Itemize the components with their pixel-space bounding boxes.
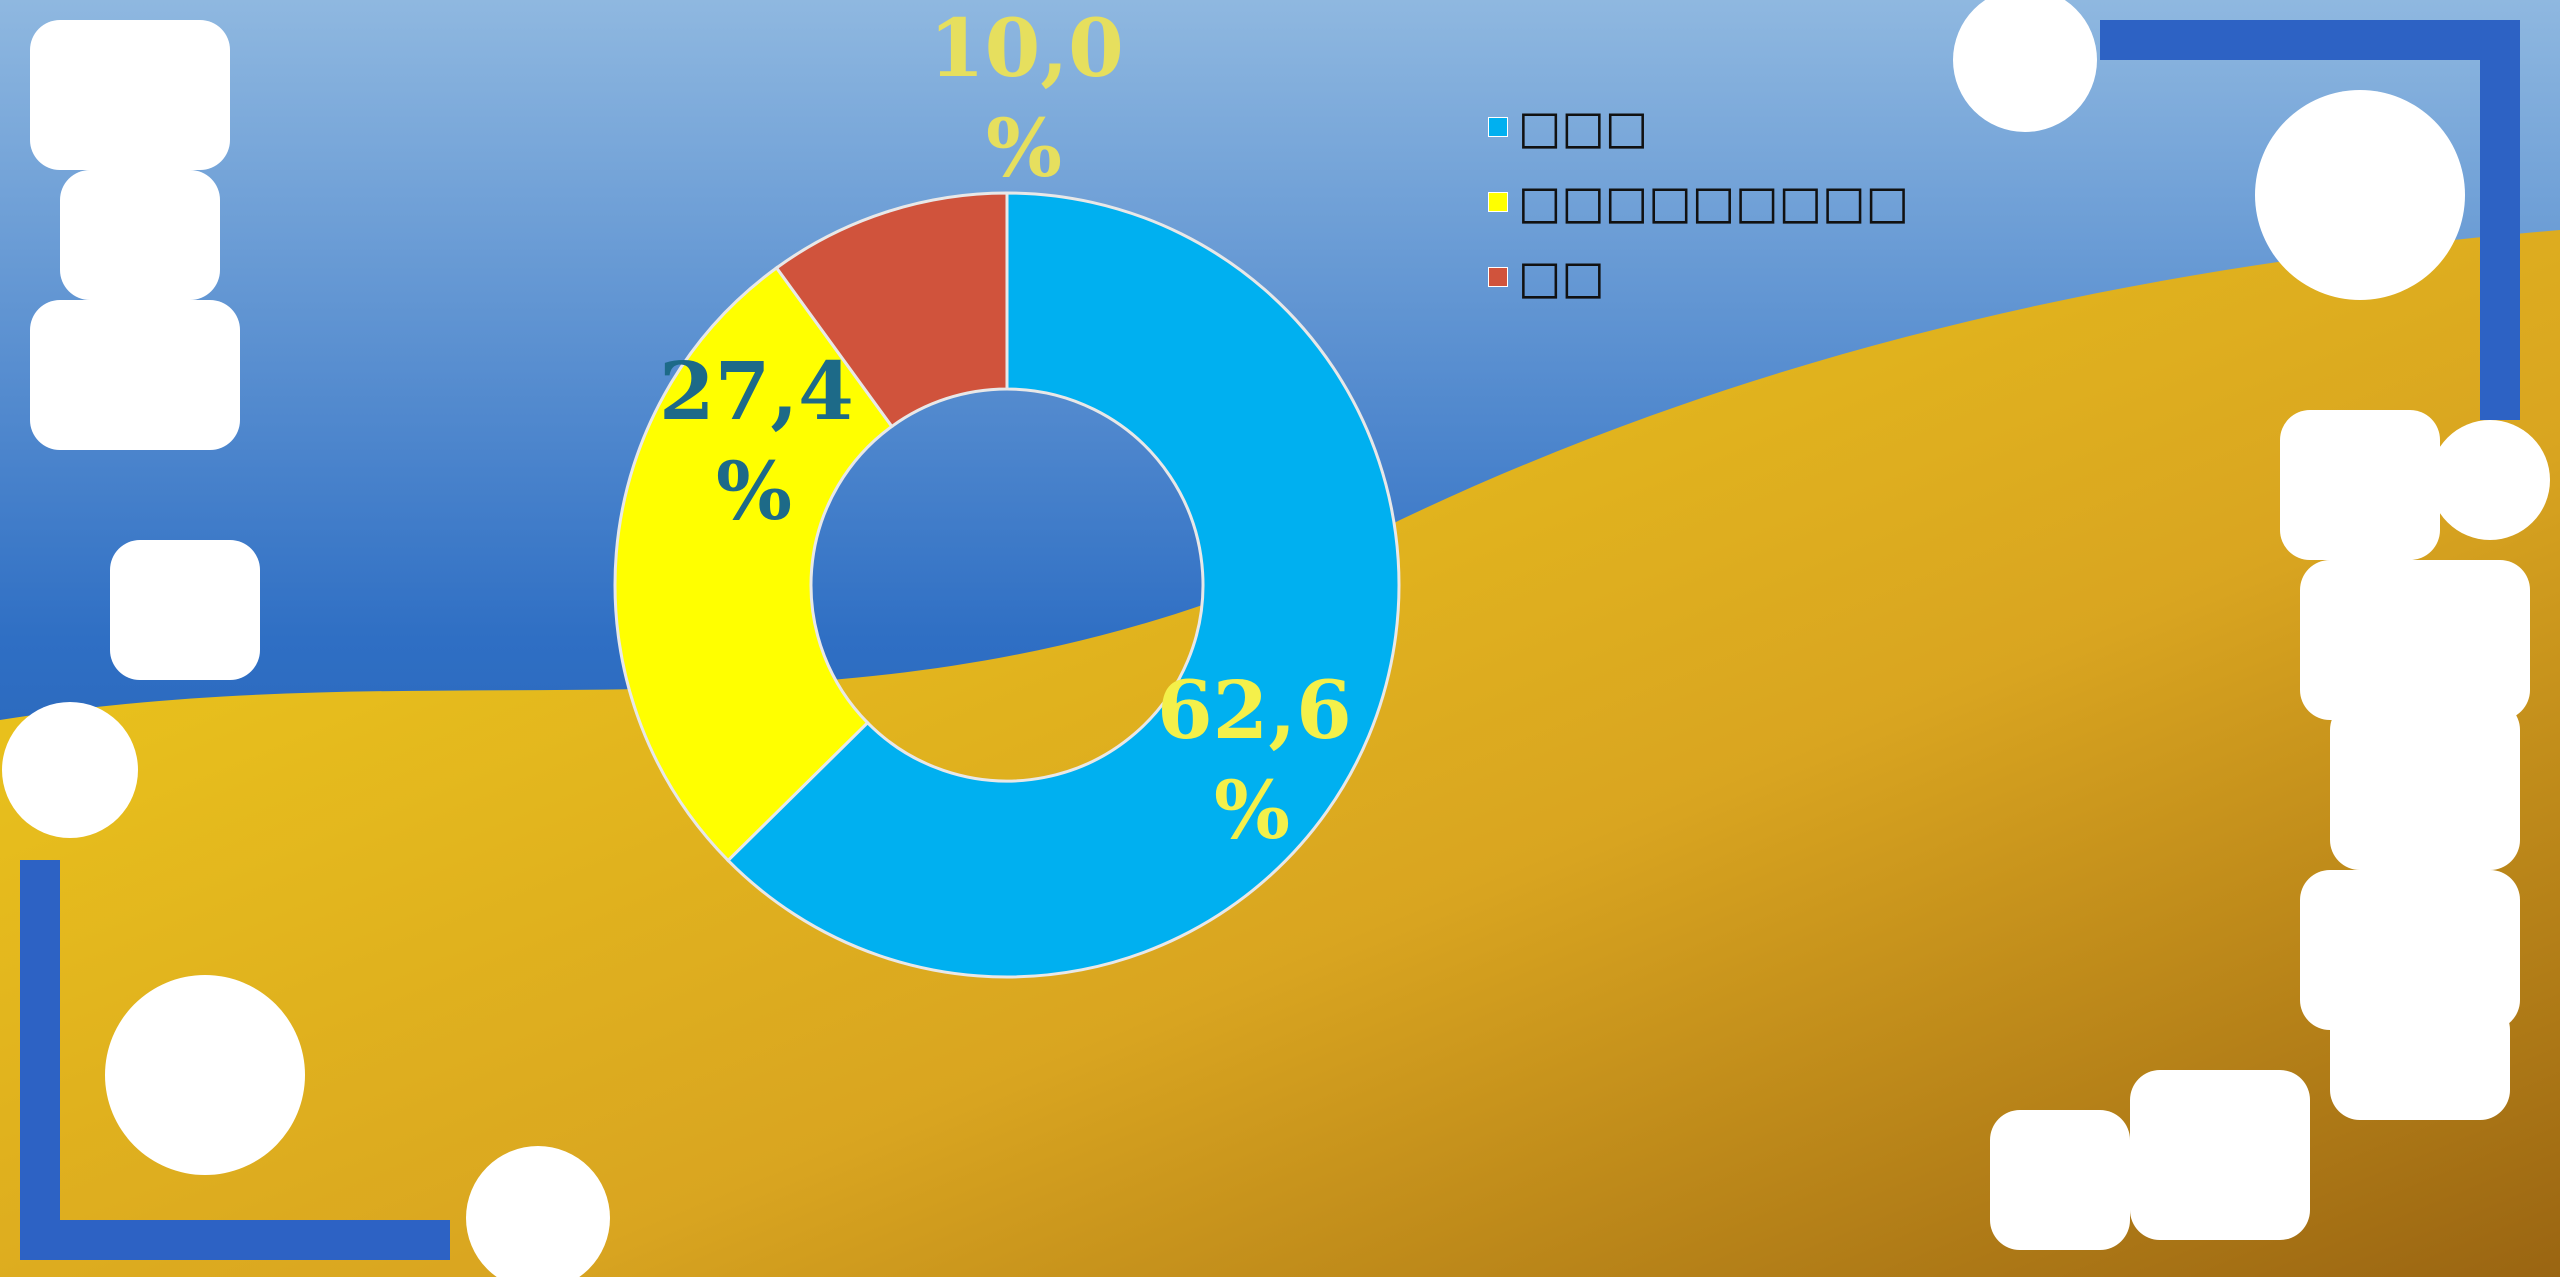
- legend-swatch: [1488, 192, 1508, 212]
- legend-item: □□□□□□□□□: [1488, 175, 1909, 229]
- legend-swatch: [1488, 267, 1508, 287]
- donut-segment: [613, 265, 894, 863]
- donut-segment: [774, 191, 1009, 429]
- donut-segment: [725, 191, 1401, 979]
- legend-label: □□□□□□□□□: [1518, 175, 1910, 229]
- legend-item: □□□: [1488, 100, 1648, 154]
- data-label: 27,4 %: [659, 344, 854, 538]
- data-label: 10,0 %: [929, 1, 1124, 195]
- legend-label: □□: [1518, 250, 1605, 304]
- data-label: 62,6 %: [1157, 663, 1352, 857]
- legend-swatch: [1488, 117, 1508, 137]
- legend-label: □□□: [1518, 100, 1649, 154]
- legend-item: □□: [1488, 250, 1605, 304]
- border-ornament: [20, 20, 2520, 1260]
